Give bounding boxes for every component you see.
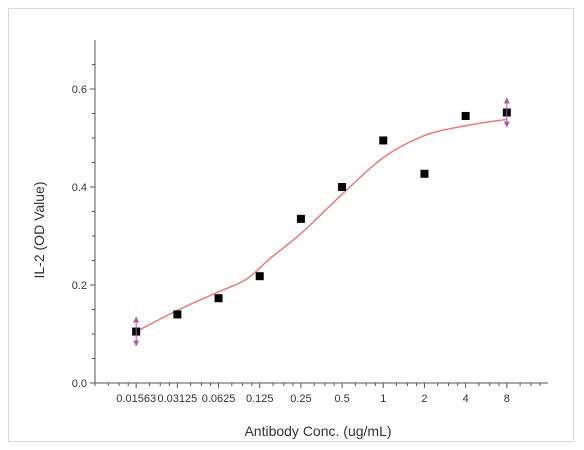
range-arrow-head-down	[133, 340, 140, 347]
fit-curve-line	[135, 118, 507, 333]
fit-curve-layer	[135, 118, 507, 333]
x-tick-label: 0.125	[246, 393, 274, 405]
chart-frame	[8, 8, 574, 442]
x-tick-label: 0.01563	[116, 393, 156, 405]
data-points-layer	[132, 108, 511, 336]
x-tick-label: 4	[463, 393, 469, 405]
range-arrow-icon	[133, 316, 140, 347]
x-tick-label: 1	[380, 393, 386, 405]
data-point	[296, 214, 305, 223]
y-tick-label: 0.4	[72, 182, 87, 194]
range-arrow-head-up	[133, 316, 140, 323]
data-point	[214, 294, 223, 303]
range-arrow-icon	[503, 97, 510, 128]
y-tick-label: 0.2	[72, 280, 87, 292]
y-tick-label: 0.6	[72, 84, 87, 96]
x-tick-label: 2	[421, 393, 427, 405]
data-point	[461, 111, 470, 120]
y-axis-title: IL-2 (OD Value)	[31, 182, 47, 279]
x-tick-label: 0.25	[290, 393, 311, 405]
range-arrow-head-up	[503, 97, 510, 104]
data-point	[173, 310, 182, 319]
data-point	[255, 272, 264, 281]
x-axis-title: Antibody Conc. (ug/mL)	[244, 423, 391, 439]
x-tick-label: 0.5	[334, 393, 349, 405]
y-tick-label: 0.0	[72, 378, 87, 390]
end-markers-layer	[133, 97, 510, 347]
data-point	[420, 169, 429, 178]
data-point	[379, 136, 388, 145]
axes: 0.0 0.2 0.4 0.6 0.01563 0.03125 0.0625 0.125 0.2…	[72, 40, 548, 405]
x-tick-label: 8	[504, 393, 510, 405]
data-point	[338, 183, 347, 191]
x-tick-label: 0.03125	[157, 393, 197, 405]
range-arrow-head-down	[503, 121, 510, 128]
x-tick-label: 0.0625	[202, 393, 236, 405]
